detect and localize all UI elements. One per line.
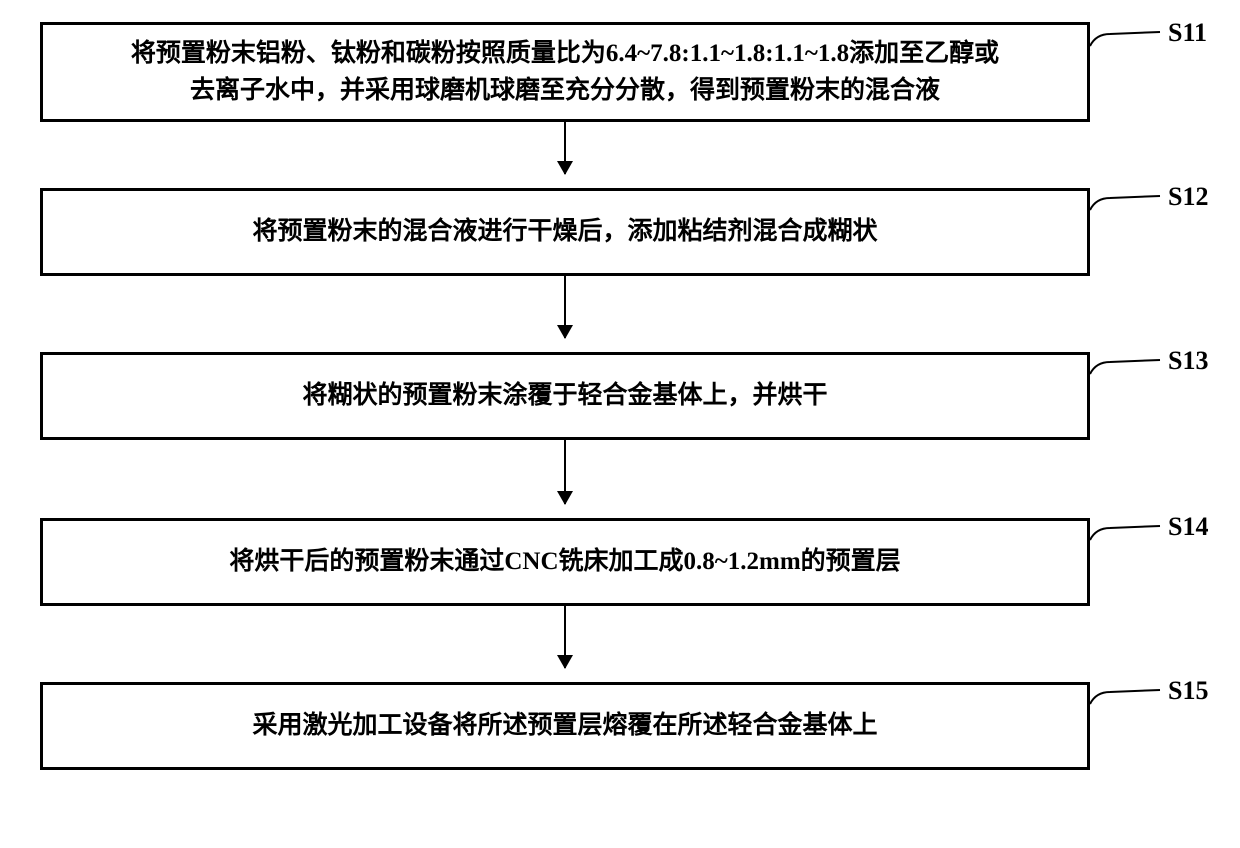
step-box-s14: 将烘干后的预置粉末通过CNC铣床加工成0.8~1.2mm的预置层	[40, 518, 1090, 606]
step-text: 将预置粉末的混合液进行干燥后，添加粘结剂混合成糊状	[252, 213, 877, 251]
step-box-s12: 将预置粉末的混合液进行干燥后，添加粘结剂混合成糊状	[40, 188, 1090, 276]
step-label-s11: S11	[1168, 18, 1207, 48]
step-box-s15: 采用激光加工设备将所述预置层熔覆在所述轻合金基体上	[40, 682, 1090, 770]
step-box-s11: 将预置粉末铝粉、钛粉和碳粉按照质量比为6.4~7.8:1.1~1.8:1.1~1…	[40, 22, 1090, 122]
step-text: 采用激光加工设备将所述预置层熔覆在所述轻合金基体上	[252, 707, 877, 745]
step-label-s14: S14	[1168, 512, 1208, 542]
step-label-s15: S15	[1168, 676, 1208, 706]
step-label-s13: S13	[1168, 346, 1208, 376]
callout-line	[1086, 354, 1164, 384]
arrow-down	[564, 606, 566, 668]
step-label-s12: S12	[1168, 182, 1208, 212]
arrow-down	[564, 122, 566, 174]
arrow-down	[564, 440, 566, 504]
step-text: 将糊状的预置粉末涂覆于轻合金基体上，并烘干	[302, 377, 827, 415]
step-text: 将烘干后的预置粉末通过CNC铣床加工成0.8~1.2mm的预置层	[229, 543, 900, 581]
callout-line	[1086, 520, 1164, 550]
arrow-down	[564, 276, 566, 338]
callout-line	[1086, 190, 1164, 220]
callout-line	[1086, 684, 1164, 714]
flowchart-canvas: 将预置粉末铝粉、钛粉和碳粉按照质量比为6.4~7.8:1.1~1.8:1.1~1…	[0, 0, 1240, 848]
callout-line	[1086, 26, 1164, 56]
step-text: 将预置粉末铝粉、钛粉和碳粉按照质量比为6.4~7.8:1.1~1.8:1.1~1…	[131, 35, 999, 110]
step-box-s13: 将糊状的预置粉末涂覆于轻合金基体上，并烘干	[40, 352, 1090, 440]
